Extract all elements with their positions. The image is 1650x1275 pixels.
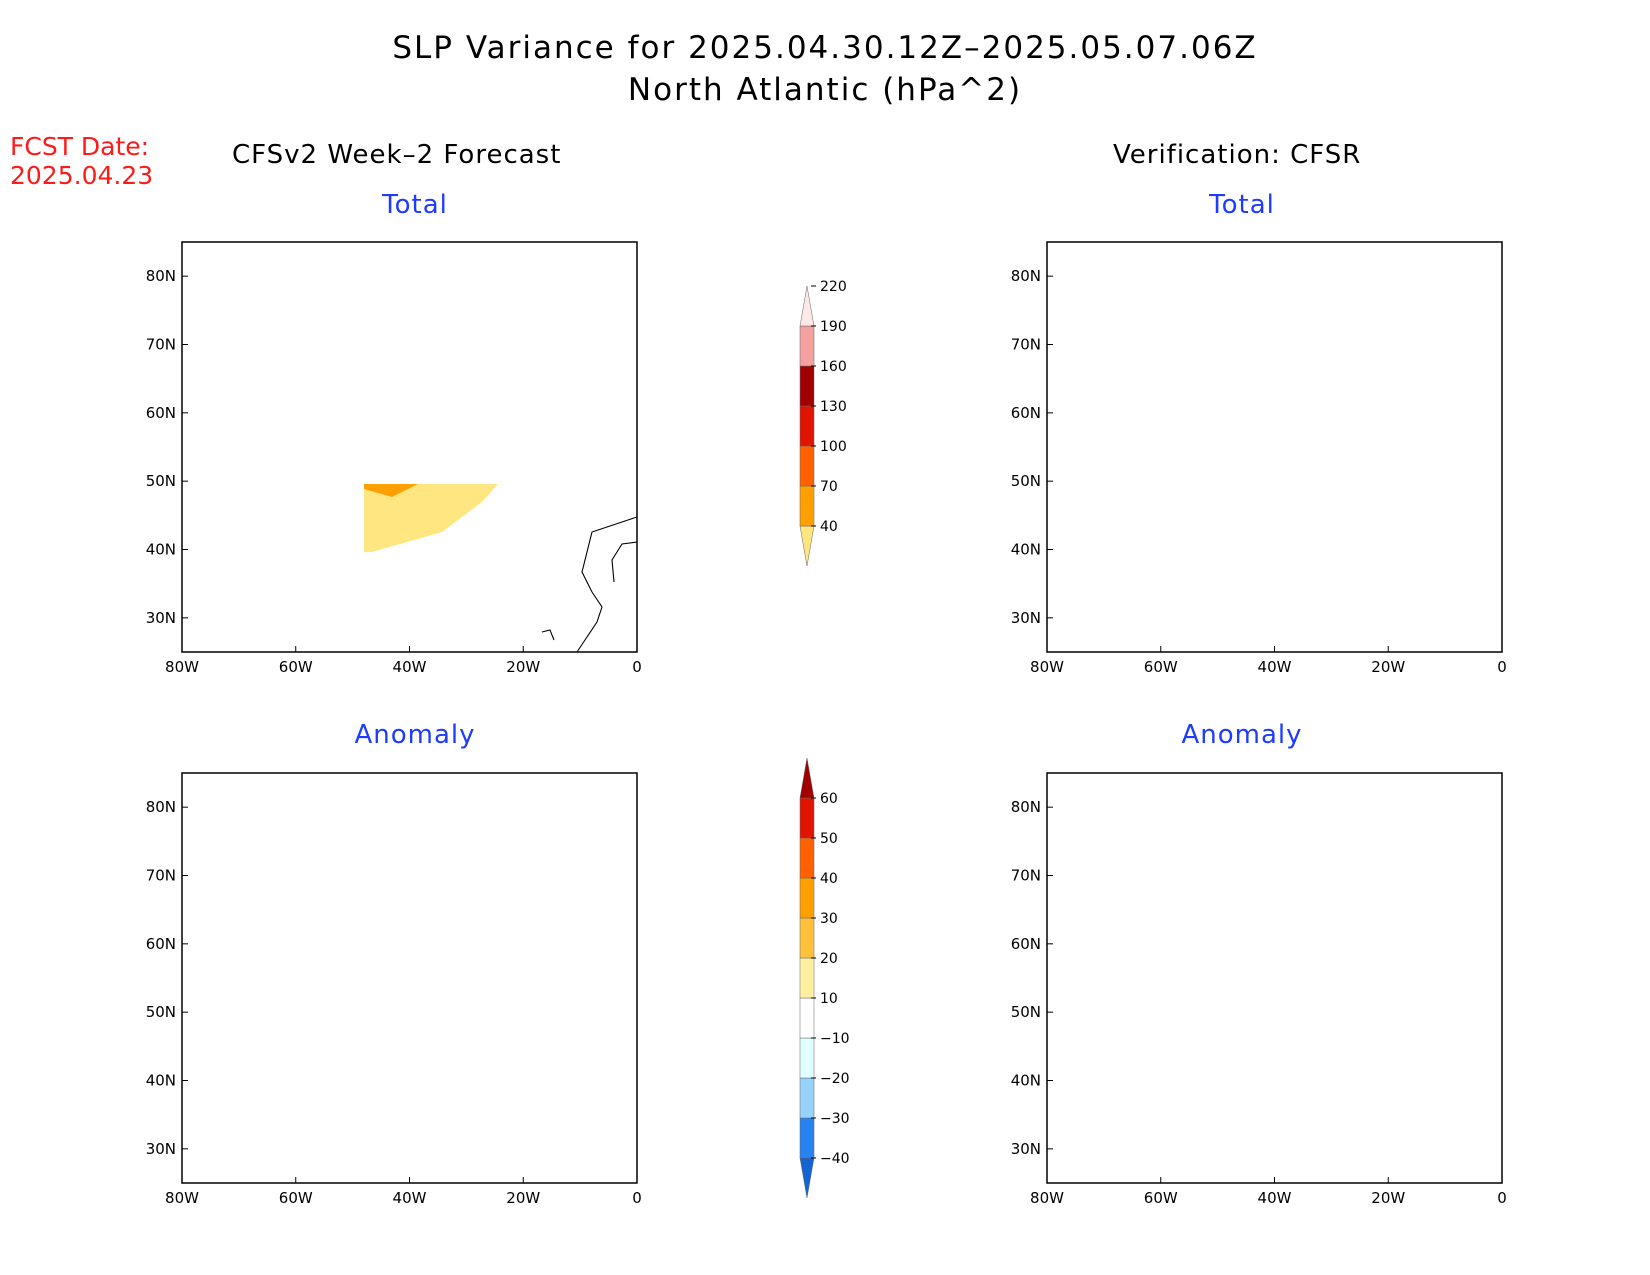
anomaly-colorbar-label: −30: [820, 1111, 850, 1127]
forecast-total-lon-label: 0: [632, 658, 642, 676]
verification-anomaly-lat-label: 30N: [1011, 1140, 1041, 1158]
anomaly-colorbar-label: 10: [820, 991, 838, 1007]
total-colorbar-swatch: [799, 325, 815, 367]
verification-total-subtitle: Total: [1209, 190, 1275, 220]
total-colorbar-swatch: [799, 365, 815, 407]
forecast-total-lat-label: 30N: [146, 609, 176, 627]
anomaly-colorbar-swatch: [799, 1077, 815, 1119]
verification-total-lon-label: 20W: [1371, 658, 1405, 676]
forecast-total-lon-label: 40W: [393, 658, 427, 676]
total-colorbar-swatch: [799, 405, 815, 447]
forecast-total-subtitle: Total: [382, 190, 448, 220]
verification-total-lon-label: 40W: [1258, 658, 1292, 676]
forecast-total-lat-label: 70N: [146, 336, 176, 354]
forecast-total-lon-label: 80W: [165, 658, 199, 676]
verification-anomaly-lon-label: 80W: [1030, 1189, 1064, 1207]
anomaly-colorbar-label: 50: [820, 831, 838, 847]
verification-total-lat-label: 30N: [1011, 609, 1041, 627]
anomaly-colorbar-label: −10: [820, 1031, 850, 1047]
verification-total-lat-label: 40N: [1011, 541, 1041, 559]
verification-anomaly-lat-label: 50N: [1011, 1003, 1041, 1021]
verification-anomaly-lon-label: 0: [1497, 1189, 1507, 1207]
forecast-anomaly-lat-label: 40N: [146, 1072, 176, 1090]
forecast-total-lat-label: 40N: [146, 541, 176, 559]
verification-total-lat-label: 50N: [1011, 472, 1041, 490]
forecast-anomaly-lon-label: 20W: [506, 1189, 540, 1207]
verification-anomaly-lat-label: 80N: [1011, 798, 1041, 816]
anomaly-colorbar-label: −40: [820, 1151, 850, 1167]
anomaly-colorbar-swatch: [799, 877, 815, 919]
total-colorbar-label: 100: [820, 439, 847, 455]
verification-total-lon-label: 60W: [1144, 658, 1178, 676]
forecast-anomaly-lat-label: 50N: [146, 1003, 176, 1021]
total-colorbar-label: 40: [820, 519, 838, 535]
total-colorbar-label: 130: [820, 399, 847, 415]
total-colorbar-swatch: [799, 485, 815, 527]
fcst-date-label: FCST Date:: [10, 132, 150, 161]
verification-anomaly-lat-label: 60N: [1011, 935, 1041, 953]
total-colorbar-swatch: [799, 445, 815, 487]
anomaly-colorbar-label: 20: [820, 951, 838, 967]
forecast-anomaly-lon-label: 0: [632, 1189, 642, 1207]
forecast-column-title: CFSv2 Week–2 Forecast: [232, 140, 562, 170]
forecast-anomaly-subtitle: Anomaly: [354, 720, 476, 750]
forecast-total-lat-label: 60N: [146, 404, 176, 422]
anomaly-colorbar-swatch: [799, 837, 815, 879]
anomaly-colorbar-swatch: [799, 1117, 815, 1159]
forecast-total-lat-label: 80N: [146, 267, 176, 285]
forecast-anomaly-lat-label: 60N: [146, 935, 176, 953]
verification-anomaly-lat-label: 70N: [1011, 867, 1041, 885]
anomaly-colorbar-label: 60: [820, 791, 838, 807]
verification-column-title: Verification: CFSR: [1113, 140, 1362, 170]
main-title: SLP Variance for 2025.04.30.12Z–2025.05.…: [392, 30, 1258, 66]
verification-total-frame: [1046, 241, 1503, 653]
verification-total-lat-label: 70N: [1011, 336, 1041, 354]
forecast-anomaly-lat-label: 70N: [146, 867, 176, 885]
total-colorbar-label: 160: [820, 359, 847, 375]
verification-anomaly-subtitle: Anomaly: [1181, 720, 1303, 750]
total-colorbar-swatch: [799, 285, 815, 327]
anomaly-colorbar-label: 40: [820, 871, 838, 887]
total-colorbar-label: 70: [820, 479, 838, 495]
anomaly-colorbar-swatch: [799, 917, 815, 959]
anomaly-colorbar-swatch: [799, 957, 815, 999]
verification-anomaly-lon-label: 40W: [1258, 1189, 1292, 1207]
anomaly-colorbar-swatch: [799, 1037, 815, 1079]
forecast-total-lat-label: 50N: [146, 472, 176, 490]
main-subtitle: North Atlantic (hPa^2): [627, 72, 1023, 108]
anomaly-colorbar-swatch: [799, 757, 815, 799]
verification-anomaly-lon-label: 20W: [1371, 1189, 1405, 1207]
verification-anomaly-frame: [1046, 772, 1503, 1184]
total-colorbar-label: 220: [820, 279, 847, 295]
total-colorbar-label: 190: [820, 319, 847, 335]
forecast-anomaly-lat-label: 30N: [146, 1140, 176, 1158]
verification-total-lon-label: 80W: [1030, 658, 1064, 676]
anomaly-colorbar-swatch: [799, 797, 815, 839]
verification-anomaly-lat-label: 40N: [1011, 1072, 1041, 1090]
forecast-anomaly-lon-label: 60W: [279, 1189, 313, 1207]
verification-total-lon-label: 0: [1497, 658, 1507, 676]
anomaly-colorbar-label: −20: [820, 1071, 850, 1087]
forecast-anomaly-lon-label: 40W: [393, 1189, 427, 1207]
anomaly-colorbar-swatch: [799, 997, 815, 1039]
forecast-total-lon-label: 60W: [279, 658, 313, 676]
forecast-anomaly-lon-label: 80W: [165, 1189, 199, 1207]
forecast-total-lon-label: 20W: [506, 658, 540, 676]
forecast-anomaly-lat-label: 80N: [146, 798, 176, 816]
anomaly-colorbar-label: 30: [820, 911, 838, 927]
verification-total-lat-label: 80N: [1011, 267, 1041, 285]
verification-total-lat-label: 60N: [1011, 404, 1041, 422]
fcst-date-value: 2025.04.23: [10, 161, 154, 190]
anomaly-colorbar-swatch: [799, 1157, 815, 1199]
forecast-anomaly-frame: [181, 772, 638, 1184]
verification-anomaly-lon-label: 60W: [1144, 1189, 1178, 1207]
total-colorbar-swatch: [799, 525, 815, 567]
